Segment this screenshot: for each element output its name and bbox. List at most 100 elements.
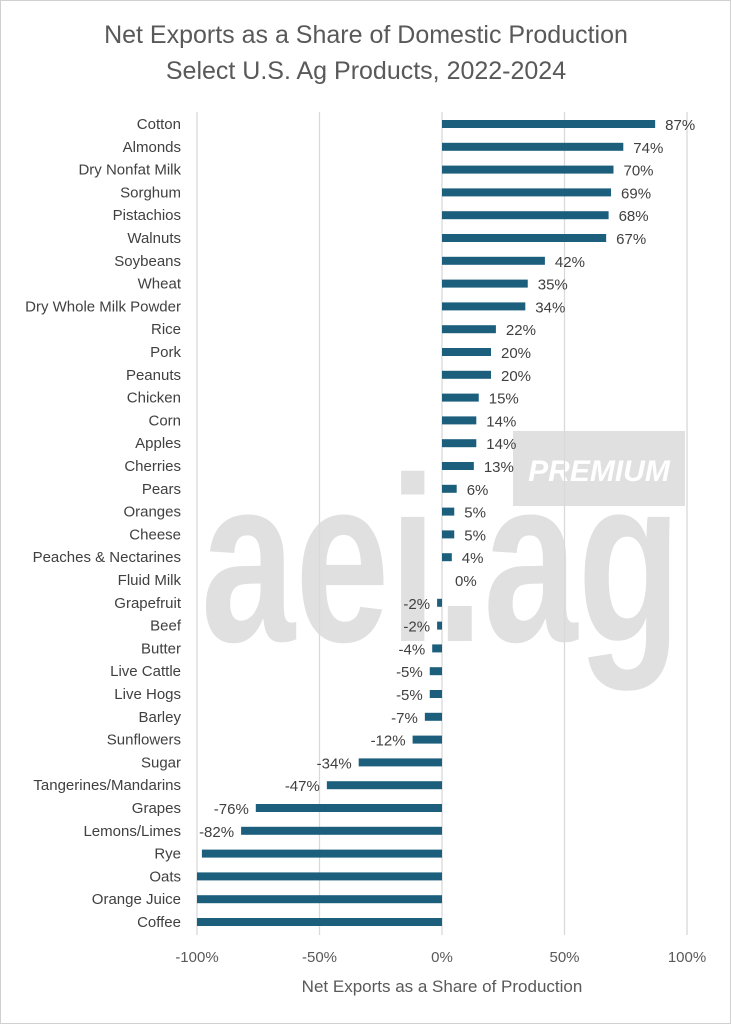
data-label: 20% (501, 368, 531, 385)
data-label: 69% (621, 185, 651, 202)
bar (442, 142, 624, 151)
category-label: Rye (154, 846, 181, 863)
bar (255, 804, 442, 812)
chart-title-line-2: Select U.S. Ag Products, 2022-2024 (166, 57, 566, 85)
bar (442, 530, 455, 539)
category-label: Dry Whole Milk Powder (25, 298, 181, 315)
data-label: -47% (285, 778, 320, 795)
bar (241, 826, 442, 835)
bar (326, 781, 442, 790)
category-label: Grapes (132, 800, 181, 817)
category-label: Sorghum (120, 184, 181, 201)
data-label: 22% (506, 322, 536, 339)
category-label: Beef (150, 618, 182, 635)
bar (442, 553, 452, 562)
x-axis-label: Net Exports as a Share of Production (302, 977, 583, 996)
bar (201, 849, 442, 858)
bar (442, 484, 457, 493)
category-label: Butter (141, 640, 181, 657)
x-tick-label: 0% (431, 949, 453, 966)
category-label: Wheat (138, 276, 182, 293)
data-label: 14% (486, 413, 516, 430)
category-label: Chicken (127, 390, 181, 407)
category-label: Coffee (137, 914, 181, 931)
data-label: 13% (484, 459, 514, 476)
category-label: Tangerines/Mandarins (33, 777, 181, 794)
data-label: 34% (535, 299, 565, 316)
data-label: -34% (317, 755, 352, 772)
category-label: Orange Juice (92, 891, 181, 908)
category-label: Corn (148, 412, 181, 429)
data-label: 0% (455, 573, 477, 590)
bar (358, 758, 442, 767)
bar (429, 667, 442, 676)
bar (442, 188, 612, 197)
data-label: -5% (396, 687, 423, 704)
category-label: Grapefruit (114, 595, 182, 612)
category-label: Barley (138, 709, 181, 726)
bar (442, 348, 491, 356)
data-label: 68% (619, 208, 649, 225)
data-label: 6% (467, 482, 489, 499)
bar (442, 325, 496, 334)
data-label: 20% (501, 345, 531, 362)
category-label: Rice (151, 321, 181, 338)
category-label: Oats (149, 868, 181, 885)
category-label: Walnuts (127, 230, 181, 247)
data-label: 14% (486, 436, 516, 453)
data-label: -12% (371, 733, 406, 750)
category-label: Sugar (141, 754, 181, 771)
bar (442, 416, 477, 425)
data-label: 70% (624, 163, 654, 180)
bar (412, 735, 442, 744)
data-label: 15% (489, 391, 519, 408)
data-label: 74% (633, 140, 663, 157)
data-label: 4% (462, 550, 484, 567)
data-label: 42% (555, 254, 585, 271)
bar (442, 279, 528, 288)
bar (442, 370, 491, 379)
data-label: -2% (403, 596, 430, 613)
category-label: Peanuts (126, 367, 181, 384)
category-label: Apples (135, 435, 181, 452)
bar (424, 712, 442, 721)
data-label: -2% (403, 619, 430, 636)
category-label: Pears (142, 481, 181, 498)
watermark-badge-text: PREMIUM (528, 455, 671, 488)
bar (432, 644, 442, 653)
bar (197, 918, 442, 926)
category-labels: Cotton Almonds Dry Nonfat Milk Sorghum Pista… (25, 116, 182, 931)
category-label: Soybeans (114, 253, 181, 270)
bar (437, 598, 442, 607)
data-label: -4% (399, 641, 426, 658)
bar (197, 872, 442, 881)
bar (442, 120, 656, 128)
category-label: Pistachios (113, 207, 181, 224)
data-label: 5% (464, 505, 486, 522)
data-label: 87% (665, 117, 695, 134)
category-label: Oranges (123, 504, 181, 521)
data-label: -82% (199, 824, 234, 841)
category-label: Cotton (137, 116, 181, 133)
bar (442, 165, 614, 174)
data-label: 35% (538, 277, 568, 294)
chart-title-line-1: Net Exports as a Share of Domestic Produ… (104, 21, 628, 49)
x-tick-labels: -100% -50% 0% 50% 100% (175, 949, 706, 966)
x-tick-label: 50% (549, 949, 579, 966)
bar (197, 895, 442, 904)
bar (442, 439, 477, 448)
bar (442, 393, 479, 402)
bar (442, 211, 609, 220)
category-label: Almonds (123, 139, 181, 156)
gridlines (196, 112, 688, 935)
category-label: Live Hogs (114, 686, 181, 703)
bar (437, 621, 442, 630)
bar (442, 302, 526, 311)
x-tick-label: 100% (668, 949, 706, 966)
bar (442, 234, 607, 242)
watermark-badge (513, 431, 685, 506)
bar (442, 462, 474, 470)
data-label: -7% (391, 710, 418, 727)
